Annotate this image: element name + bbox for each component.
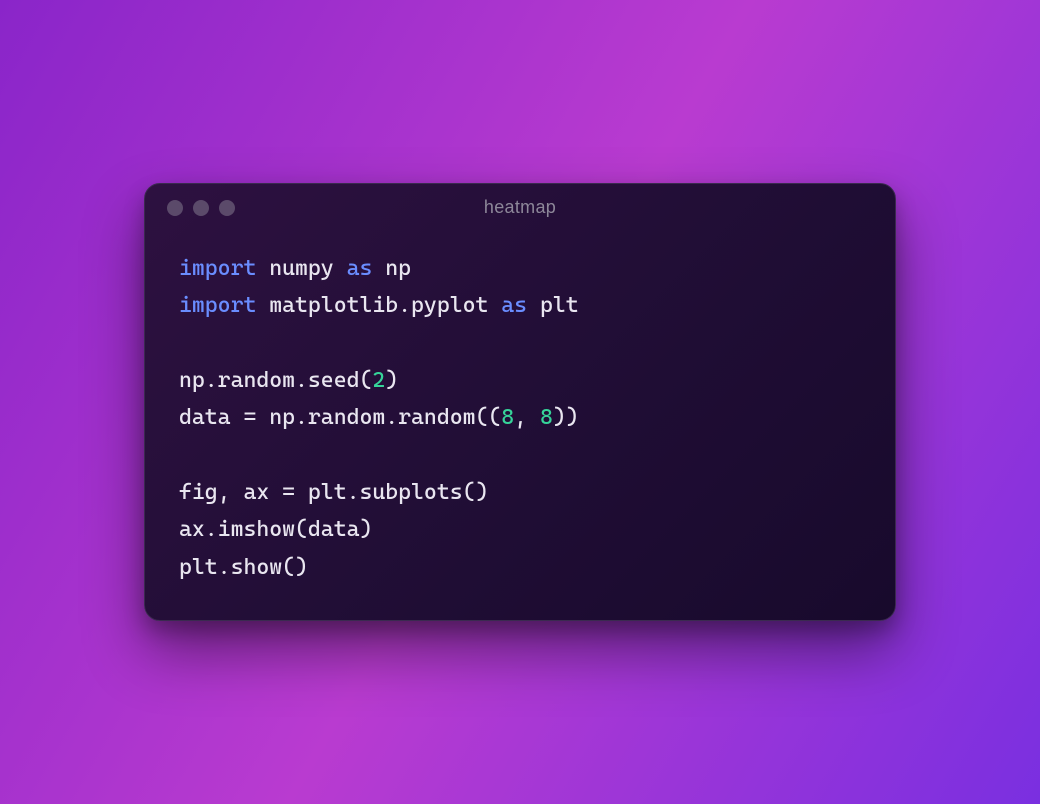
code-token: 8 <box>540 405 553 430</box>
code-line: plt.show() <box>179 549 861 586</box>
code-token: ) <box>385 368 398 393</box>
code-line: data = np.random.random((8, 8)) <box>179 399 861 436</box>
code-token: np <box>372 256 411 281</box>
window-titlebar: heatmap <box>145 184 895 232</box>
code-line: np.random.seed(2) <box>179 362 861 399</box>
code-token: plt.show() <box>179 555 308 580</box>
code-line <box>179 437 861 474</box>
code-token: as <box>347 256 373 281</box>
code-token: )) <box>553 405 579 430</box>
code-token: plt <box>527 293 579 318</box>
code-line: import matplotlib.pyplot as plt <box>179 287 861 324</box>
code-token: import <box>179 256 256 281</box>
code-token: numpy <box>256 256 346 281</box>
code-line: ax.imshow(data) <box>179 511 861 548</box>
code-token: 8 <box>501 405 514 430</box>
code-line: import numpy as np <box>179 250 861 287</box>
code-token: fig, ax = plt.subplots() <box>179 480 488 505</box>
code-line <box>179 325 861 362</box>
code-token: matplotlib.pyplot <box>256 293 501 318</box>
page-background: heatmap import numpy as npimport matplot… <box>0 0 1040 804</box>
code-line: fig, ax = plt.subplots() <box>179 474 861 511</box>
code-token: ax.imshow(data) <box>179 517 372 542</box>
code-token: , <box>514 405 540 430</box>
code-area: import numpy as npimport matplotlib.pypl… <box>145 232 895 621</box>
code-token: np.random.seed( <box>179 368 372 393</box>
code-token: data = np.random.random(( <box>179 405 501 430</box>
code-window: heatmap import numpy as npimport matplot… <box>144 183 896 622</box>
code-token: as <box>501 293 527 318</box>
code-token: import <box>179 293 256 318</box>
window-title: heatmap <box>145 197 895 218</box>
code-block: import numpy as npimport matplotlib.pypl… <box>179 250 861 587</box>
code-token: 2 <box>372 368 385 393</box>
